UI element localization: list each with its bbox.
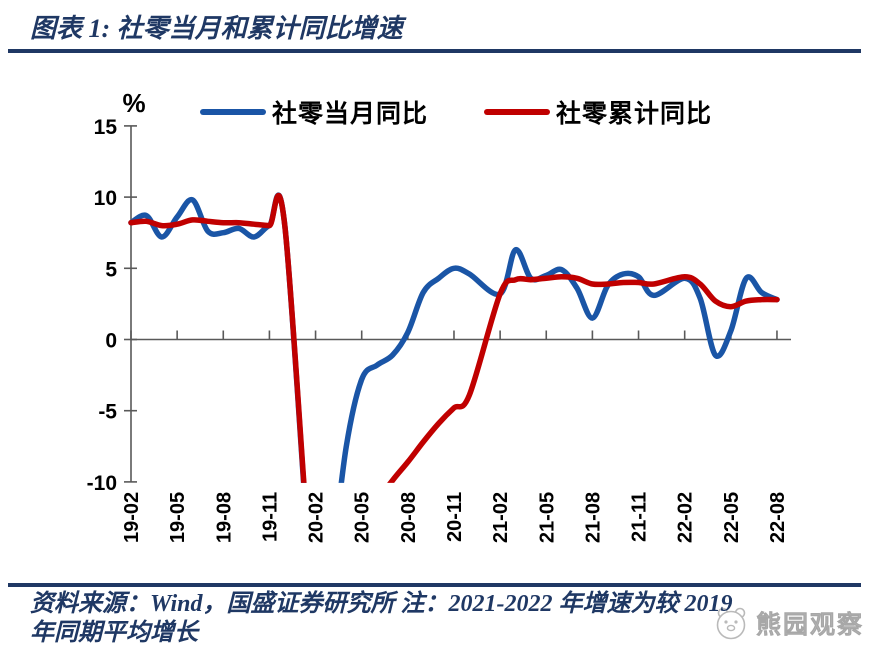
source-note-line2: 年同期平均增长 (30, 620, 198, 647)
y-tick-label: 0 (105, 330, 117, 353)
x-tick-label-21-11: 21-11 (629, 492, 651, 542)
x-tick-label-22-05: 22-05 (721, 492, 743, 543)
x-tick-label-20-08: 20-08 (398, 492, 420, 543)
line-chart-canvas: 15 10 5 0 -5 -10% 19-02 19-05 19-08 19-11 20-02 20-… (87, 88, 791, 543)
source-note-line1: 资料来源：Wind，国盛证券研究所 注：2021-2022 年增速为较 2019 (30, 591, 733, 617)
x-tick-label-20-11: 20-11 (444, 492, 466, 542)
x-tick-label-21-02: 21-02 (490, 492, 512, 543)
footer-divider (8, 583, 861, 587)
x-tick-label-20-02: 20-02 (306, 492, 328, 543)
legend-item-monthly: 社零当月同比 (200, 94, 428, 130)
legend-label-monthly: 社零当月同比 (272, 100, 429, 128)
x-tick-label-19-11: 19-11 (259, 492, 281, 542)
title-divider (8, 49, 861, 53)
y-tick-label: -5 (98, 401, 117, 424)
y-tick-label: 10 (94, 187, 117, 210)
x-tick-label-20-05: 20-05 (352, 492, 374, 543)
y-tick-label: -10 (87, 472, 117, 495)
x-tick-label-21-08: 21-08 (582, 492, 604, 543)
bear-logo-icon (716, 607, 746, 640)
source-note: 资料来源：Wind，国盛证券研究所 注：2021-2022 年增速为较 2019… (30, 590, 854, 649)
chart-legend: 社零当月同比 社零累计同比 (200, 94, 712, 130)
y-axis-unit-label: % (122, 88, 145, 118)
x-tick-label-22-08: 22-08 (767, 492, 789, 543)
x-tick-label-19-05: 19-05 (167, 492, 189, 543)
y-tick-label: 5 (105, 258, 117, 281)
cumulative-yoy-line (128, 192, 780, 483)
monthly-line-swatch (200, 109, 266, 115)
legend-label-cumulative: 社零累计同比 (556, 100, 713, 128)
monthly-yoy-line (128, 192, 780, 483)
legend-item-cumulative: 社零累计同比 (484, 94, 712, 130)
watermark: 熊园观察 (710, 601, 864, 645)
chart-area: 15 10 5 0 -5 -10% 19-02 19-05 19-08 19-11 20-02 20-… (0, 60, 869, 580)
x-tick-label-19-08: 19-08 (213, 492, 235, 543)
y-tick-label: 15 (94, 116, 118, 139)
x-tick-label-22-02: 22-02 (675, 492, 697, 543)
watermark-text: 熊园观察 (756, 611, 865, 640)
cumulative-line-swatch (484, 109, 551, 115)
chart-title: 图表 1: 社零当月和累计同比增速 (30, 14, 403, 43)
x-tick-label-19-02: 19-02 (121, 492, 143, 543)
x-tick-label-21-05: 21-05 (536, 492, 558, 543)
